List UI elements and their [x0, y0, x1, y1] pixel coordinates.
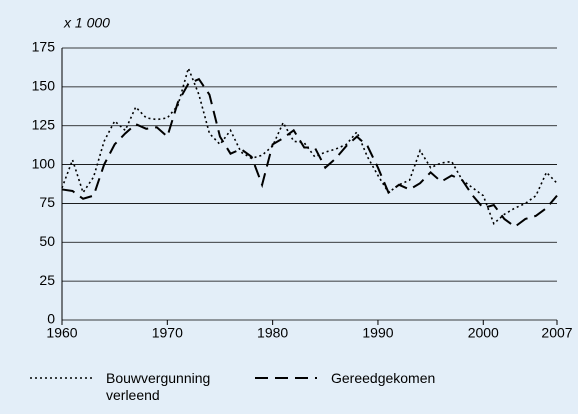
legend-item: Gereedgekomen: [255, 370, 491, 387]
y-tick-label: 75: [39, 194, 55, 210]
x-tick-label: 2007: [541, 325, 572, 341]
x-tick-label: 1960: [46, 325, 77, 341]
legend-swatch: [30, 377, 92, 379]
y-tick-label: 25: [39, 272, 55, 288]
series-line: [61, 77, 558, 228]
legend-label: Gereedgekomen: [331, 370, 436, 386]
x-tick-label: 2000: [468, 325, 499, 341]
x-tick-label: 1980: [257, 325, 288, 341]
y-tick-label: 50: [39, 233, 55, 249]
legend-swatch: [255, 377, 317, 379]
series-line: [61, 65, 558, 226]
legend-item: Bouwvergunning verleend: [30, 370, 236, 404]
y-tick-label: 175: [32, 39, 56, 55]
y-tick-label: 125: [32, 116, 56, 132]
y-tick-label: 100: [32, 155, 56, 171]
y-tick-label: 0: [47, 311, 55, 327]
x-tick-label: 1970: [152, 325, 183, 341]
unit-label: x 1 000: [63, 15, 110, 31]
x-tick-label: 1990: [362, 325, 393, 341]
legend-label: Bouwvergunning verleend: [106, 370, 211, 403]
y-tick-label: 150: [32, 78, 56, 94]
